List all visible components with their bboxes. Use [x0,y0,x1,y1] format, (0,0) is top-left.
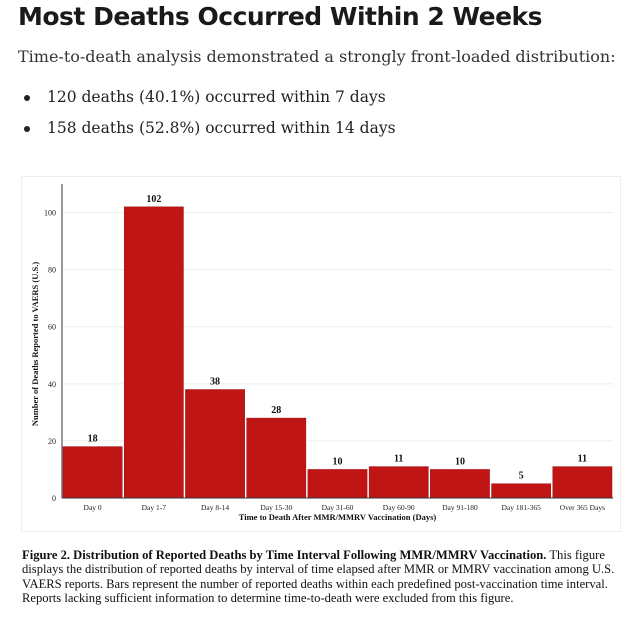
y-tick-label: 20 [48,437,56,446]
data-label: 5 [519,471,524,482]
bar [430,469,490,499]
caption-body: This figure displays the distribution of… [22,548,615,606]
y-tick-label: 100 [44,209,56,218]
x-tick-label: Day 91-180 [442,503,478,512]
x-tick-label: Day 181-365 [501,503,541,512]
bullet-item: 158 deaths (52.8%) occurred within 14 da… [18,119,396,137]
data-label: 11 [394,454,403,465]
bar [307,469,368,499]
x-tick-label: Day 0 [84,503,102,512]
x-tick-label: Over 365 Days [560,503,605,512]
data-label: 102 [146,194,161,205]
bar [491,483,552,499]
data-label: 28 [271,405,281,416]
y-axis-label: Number of Deaths Reported to VAERS (U.S.… [30,262,40,427]
bar [246,417,307,499]
y-tick-label: 80 [48,266,56,275]
bar [123,206,184,499]
x-tick-label: Day 8-14 [201,503,229,512]
intro-text: Time-to-death analysis demonstrated a st… [18,47,616,66]
x-tick-label: Day 15-30 [260,503,292,512]
x-tick-label: Day 60-90 [383,503,415,512]
figure-caption: Figure 2. Distribution of Reported Death… [22,548,622,606]
caption-title: Figure 2. Distribution of Reported Death… [22,548,547,562]
bar-chart: 0 20 40 60 80 100 18 Day 0 102 Day 1-7 38 Day 8-14 2… [30,184,613,522]
bar [62,446,123,499]
data-label: 18 [88,434,98,445]
chart-container [21,176,621,532]
page-heading: Most Deaths Occurred Within 2 Weeks [18,2,543,31]
y-tick-label: 0 [52,494,56,503]
bar [185,389,245,499]
bullet-list: 120 deaths (40.1%) occurred within 7 day… [18,88,396,150]
bar [552,466,613,499]
y-tick-label: 40 [48,380,56,389]
x-tick-label: Day 1-7 [142,503,167,512]
x-tick-label: Day 31-60 [322,503,354,512]
y-tick-label: 60 [48,323,56,332]
data-label: 10 [333,456,343,467]
x-axis-label: Time to Death After MMR/MMRV Vaccination… [239,512,437,522]
bar [368,466,429,499]
data-label: 38 [210,377,220,388]
data-label: 10 [455,456,465,467]
data-label: 11 [578,454,587,465]
bullet-item: 120 deaths (40.1%) occurred within 7 day… [18,88,396,106]
